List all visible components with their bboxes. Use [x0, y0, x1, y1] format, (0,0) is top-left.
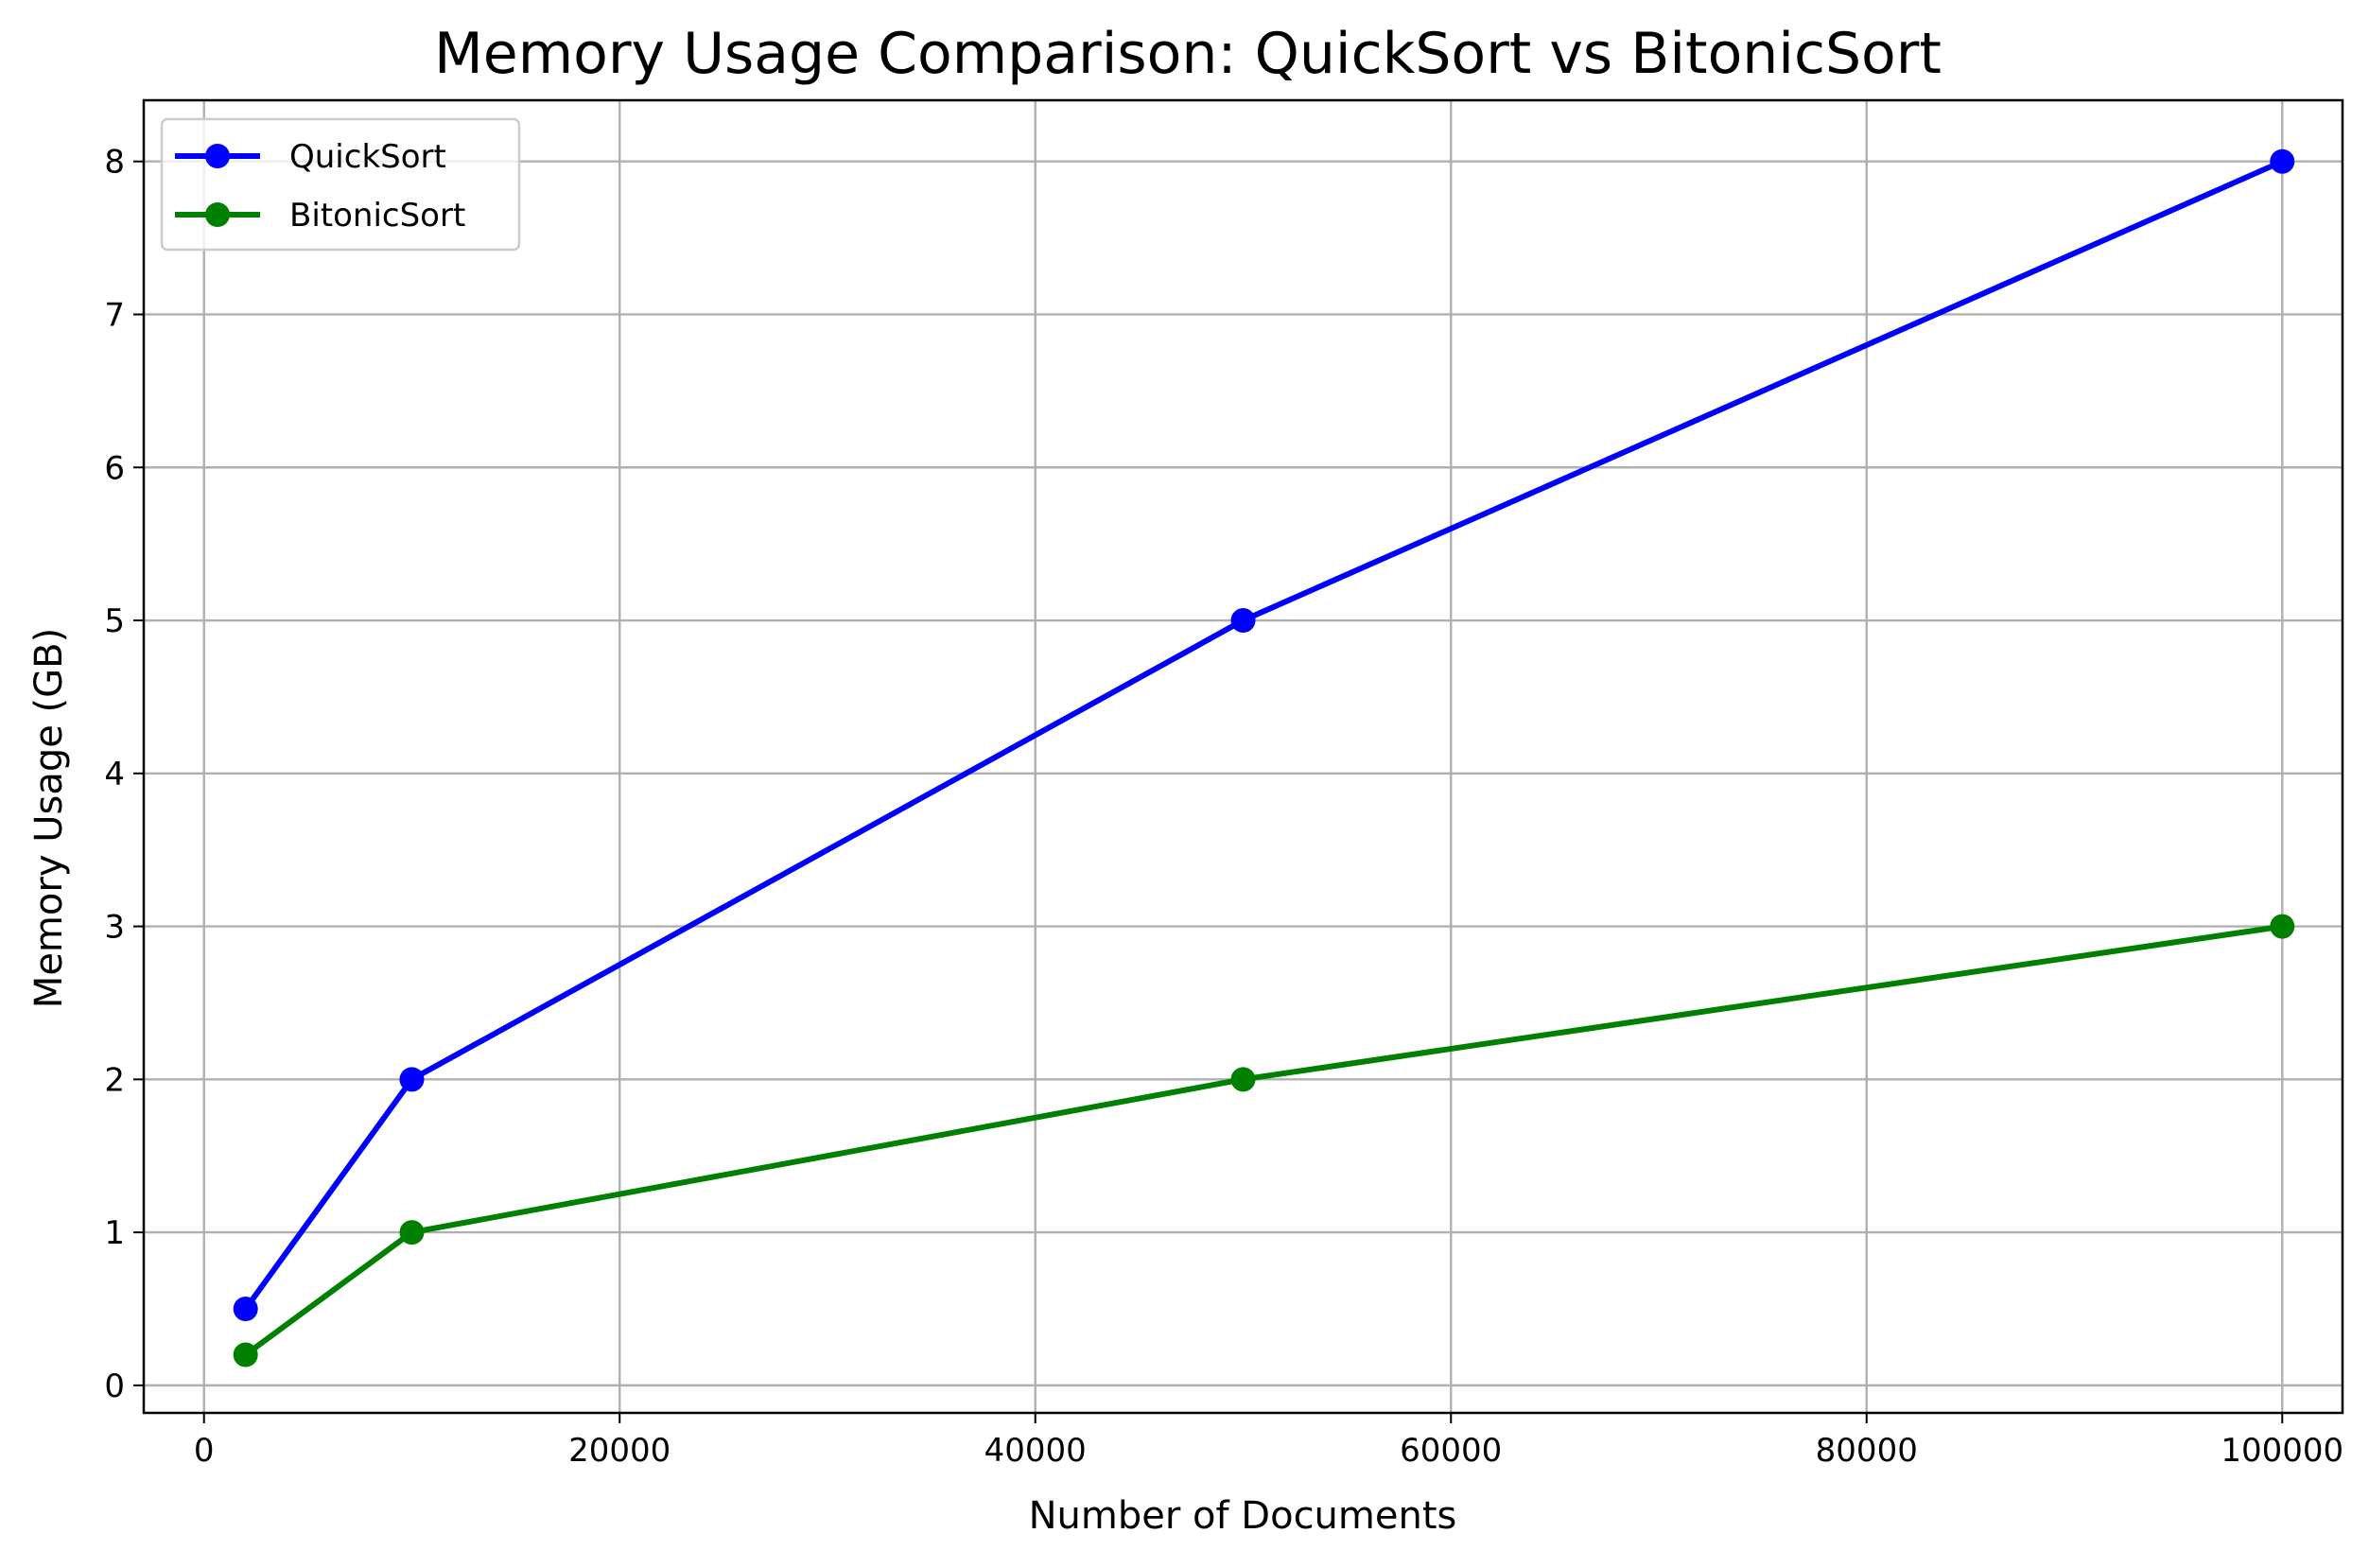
x-tick-label: 80000 — [1816, 1432, 1918, 1470]
legend-label: BitonicSort — [289, 197, 465, 235]
series-layer — [233, 148, 2295, 1368]
x-tick-label: 40000 — [984, 1432, 1087, 1470]
data-point-bitonicsort — [1230, 1067, 1256, 1092]
x-tick-label: 20000 — [568, 1432, 671, 1470]
data-point-quicksort — [2270, 148, 2295, 174]
y-tick-label: 7 — [104, 296, 125, 334]
data-point-quicksort — [399, 1067, 425, 1092]
data-point-bitonicsort — [399, 1220, 425, 1246]
series-line-quicksort — [242, 158, 2286, 1312]
x-axis-ticks: 0 20000 40000 60000 80000 100000 — [194, 1413, 2343, 1470]
legend-item-bitonicsort: BitonicSort — [175, 197, 465, 235]
y-tick-label: 6 — [104, 449, 125, 487]
x-tick-label: 100000 — [2221, 1432, 2343, 1470]
legend-item-quicksort: QuickSort — [175, 138, 446, 176]
y-axis-ticks: 0 1 2 3 4 5 6 7 8 — [104, 144, 144, 1405]
series-bitonicsort — [233, 914, 2295, 1368]
grid — [144, 100, 2343, 1413]
data-point-quicksort — [233, 1296, 258, 1321]
legend-swatch-marker — [205, 144, 230, 168]
x-axis-label: Number of Documents — [1029, 1494, 1457, 1538]
y-tick-label: 1 — [104, 1214, 125, 1252]
series-quicksort — [233, 148, 2295, 1321]
series-line-bitonicsort — [242, 923, 2286, 1358]
y-tick-label: 2 — [104, 1061, 125, 1099]
legend: QuickSort BitonicSort — [160, 117, 521, 252]
x-tick-label: 0 — [194, 1432, 215, 1470]
y-tick-label: 5 — [104, 602, 125, 640]
chart-title: Memory Usage Comparison: QuickSort vs Bi… — [434, 21, 1942, 87]
data-point-bitonicsort — [233, 1342, 258, 1368]
y-axis-label: Memory Usage (GB) — [27, 628, 71, 1008]
data-point-quicksort — [1230, 608, 1256, 634]
y-tick-label: 3 — [104, 909, 125, 947]
x-tick-label: 60000 — [1400, 1432, 1502, 1470]
legend-label: QuickSort — [289, 138, 446, 176]
data-point-bitonicsort — [2270, 914, 2295, 939]
plot-frame — [142, 98, 2344, 1415]
legend-swatch-marker — [205, 202, 230, 227]
y-tick-label: 8 — [104, 144, 125, 182]
y-tick-label: 4 — [104, 756, 125, 793]
y-tick-label: 0 — [104, 1368, 125, 1405]
